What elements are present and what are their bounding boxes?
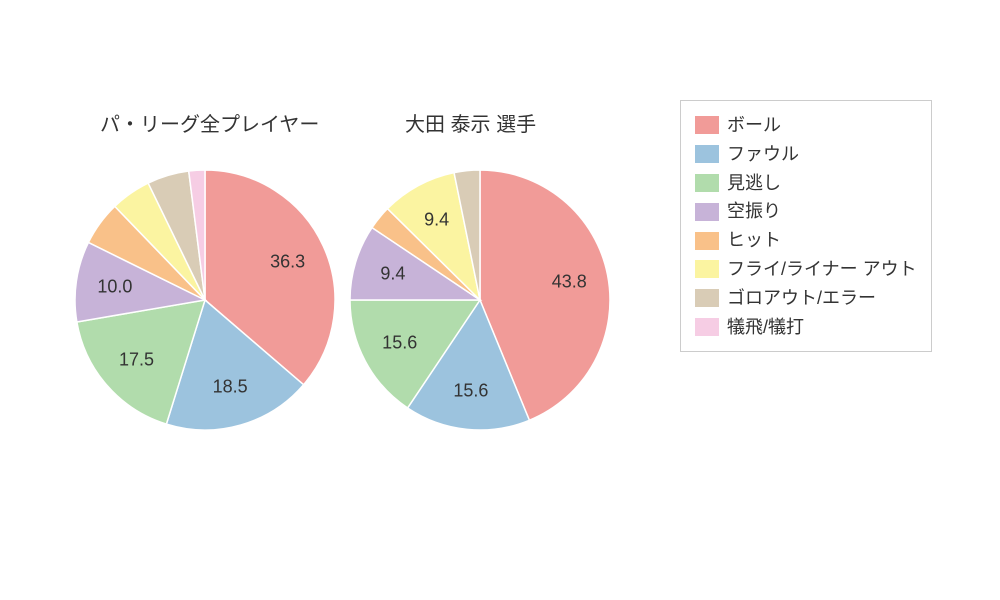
legend-label-fly: フライ/ライナー アウト [727, 255, 917, 284]
legend-item-fly: フライ/ライナー アウト [695, 255, 917, 284]
chart-container: パ・リーグ全プレイヤー 36.318.517.510.0 大田 泰示 選手 43… [0, 0, 1000, 600]
legend-label-looking: 見逃し [727, 169, 781, 198]
legend-label-ground: ゴロアウト/エラー [727, 284, 876, 313]
legend-swatch-sac [695, 318, 719, 336]
legend: ボールファウル見逃し空振りヒットフライ/ライナー アウトゴロアウト/エラー犠飛/… [680, 100, 932, 352]
pie-chart-league: 36.318.517.510.0 [75, 170, 335, 430]
legend-item-ground: ゴロアウト/エラー [695, 284, 917, 313]
legend-item-foul: ファウル [695, 140, 917, 169]
legend-swatch-swing [695, 203, 719, 221]
legend-label-swing: 空振り [727, 197, 781, 226]
legend-swatch-looking [695, 174, 719, 192]
legend-item-sac: 犠飛/犠打 [695, 313, 917, 342]
legend-label-sac: 犠飛/犠打 [727, 313, 804, 342]
legend-item-hit: ヒット [695, 226, 917, 255]
legend-label-foul: ファウル [727, 140, 799, 169]
legend-swatch-ground [695, 289, 719, 307]
legend-item-looking: 見逃し [695, 169, 917, 198]
legend-label-ball: ボール [727, 111, 781, 140]
legend-item-swing: 空振り [695, 197, 917, 226]
legend-swatch-ball [695, 116, 719, 134]
legend-swatch-foul [695, 145, 719, 163]
legend-label-hit: ヒット [727, 226, 781, 255]
pie-chart-player: 43.815.615.69.49.4 [350, 170, 610, 430]
legend-swatch-hit [695, 232, 719, 250]
pie-title-league: パ・リーグ全プレイヤー [100, 108, 319, 137]
legend-item-ball: ボール [695, 111, 917, 140]
pie-title-player: 大田 泰示 選手 [405, 108, 536, 137]
legend-swatch-fly [695, 260, 719, 278]
